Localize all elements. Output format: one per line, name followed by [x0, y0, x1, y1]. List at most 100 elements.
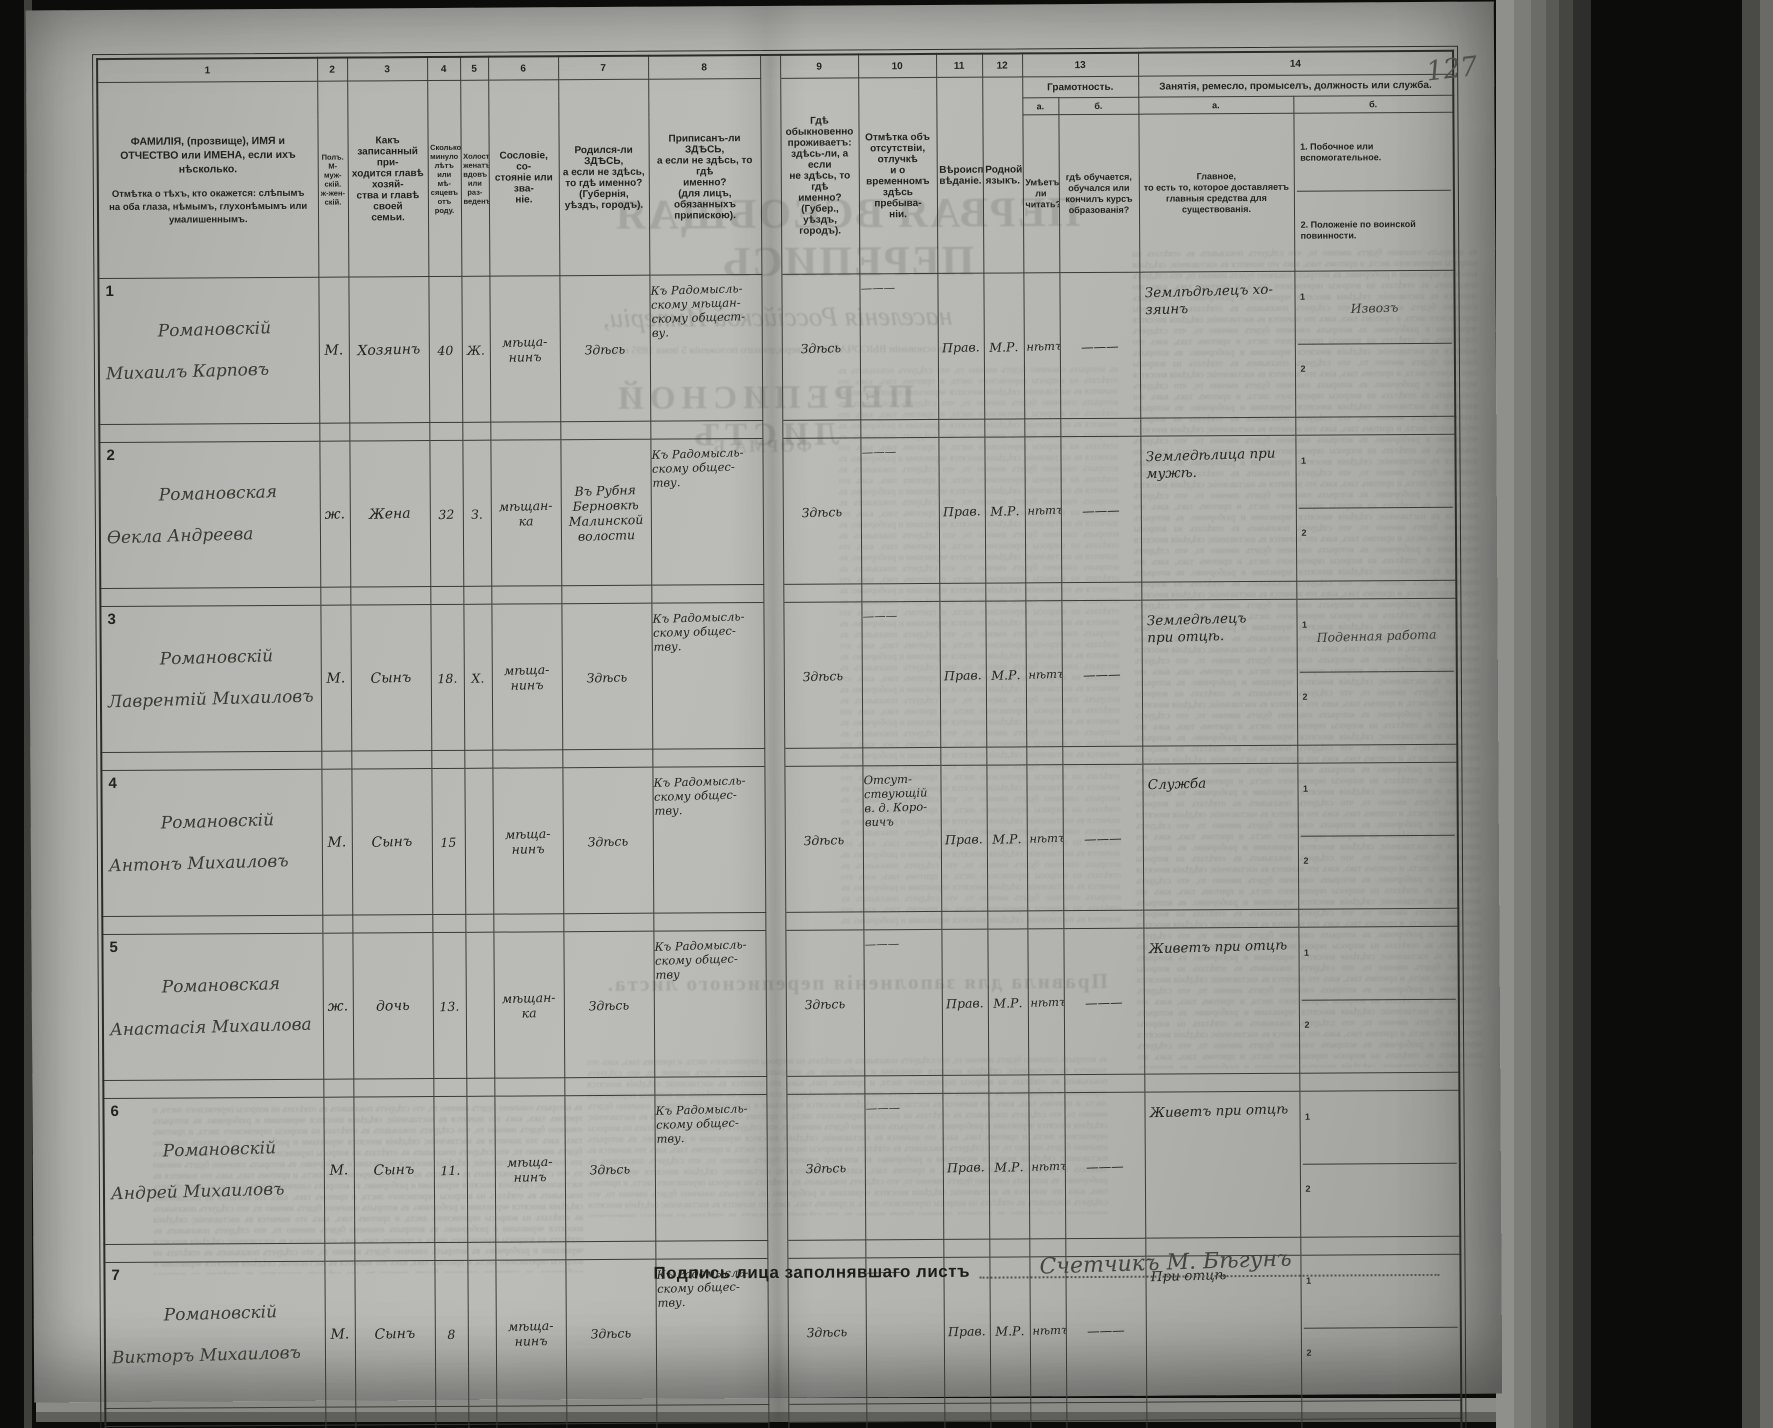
- occupation-side-1-value: Поденная работа: [1316, 626, 1437, 645]
- given-name-value: Антонъ Михаиловъ: [108, 851, 289, 877]
- sub-number-2: 2: [1304, 1019, 1310, 1030]
- cell-estate: мѣщан- ка: [488, 438, 563, 587]
- row-number: 1: [105, 282, 114, 301]
- col-header-14a-letter: а.: [1138, 96, 1294, 115]
- cell-registered: Къ Радомысль- скому мѣщан- скому общест-…: [647, 273, 764, 423]
- cell-occupation-main: Живетъ при отцѣ: [1142, 1089, 1302, 1240]
- col-number-13: 13: [1022, 52, 1139, 77]
- col-number-5: 5: [460, 56, 489, 81]
- cell-absence: ———: [861, 928, 944, 1077]
- col-header-occupation-side-2: 2. Положеніе по воинской повинности.: [1300, 219, 1416, 241]
- fold-gap: [765, 930, 787, 1077]
- cell-religion: Прав.: [937, 600, 988, 748]
- cell-relation: Хозяинъ: [346, 275, 431, 424]
- surname-value: Романовская: [161, 974, 281, 998]
- col-header-occupation-group: Занятія, ремесло, промыселъ, должность и…: [1138, 74, 1454, 98]
- surname-value: Романовскій: [159, 646, 274, 670]
- cell-registered: Къ Радомысль- скому общес- тву.: [652, 1093, 769, 1243]
- cell-name: 2 Романовская Ѳекла Андреева: [99, 441, 321, 589]
- cell-age: 8: [432, 1259, 470, 1407]
- signature-value: Счетчикъ М. Бѣгунъ: [1039, 1246, 1293, 1280]
- divider: [1302, 1162, 1457, 1165]
- cell-educated: ———: [1061, 927, 1146, 1076]
- col-header-13a-letter: а.: [1022, 97, 1059, 115]
- given-name-value: Викторъ Михаиловъ: [111, 1342, 302, 1369]
- cell-sex: М.: [316, 276, 351, 424]
- sub-number-2: 2: [1306, 1347, 1312, 1358]
- cell-name: 6 Романовскій Андрей Михаиловъ: [103, 1097, 325, 1245]
- cell-estate: мѣща- нинъ: [493, 1258, 568, 1407]
- col-number-12: 12: [982, 53, 1023, 78]
- page-edge: [1760, 0, 1773, 1428]
- cell-reads: нѣтъ: [1024, 764, 1065, 912]
- col-header-registered: Приписанъ-ли ЗДѢСЬ, а если не здѣсь, то …: [648, 78, 762, 276]
- fold-gap: [761, 274, 783, 421]
- col-header-name-main: ФАМИЛІЯ, (прозвище), ИМЯ и ОТЧЕСТВО или …: [120, 134, 296, 176]
- table-row-6: 6 Романовскій Андрей Михаиловъ М. Сынъ 1…: [103, 1089, 1461, 1245]
- page-edge: [36, 1412, 1496, 1422]
- col-header-literacy-group: Грамотность.: [1022, 76, 1139, 98]
- cell-educated: ———: [1062, 1091, 1147, 1240]
- col-header-relation: Какъ записанный при- ходится главѣ хозяй…: [347, 80, 429, 278]
- cell-sex: М.: [321, 1096, 356, 1244]
- cell-occupation-main: Землѣдѣлецъ хо- зяинъ: [1137, 269, 1297, 420]
- cell-estate: мѣща- нинъ: [487, 274, 562, 423]
- cell-reads: нѣтъ: [1021, 272, 1062, 420]
- row-number: 6: [110, 1102, 119, 1120]
- divider: [1301, 998, 1456, 1001]
- cell-marital: Х.: [461, 603, 494, 751]
- row-number: 5: [109, 938, 118, 957]
- cell-occupation-main: Живетъ при отцѣ: [1141, 925, 1301, 1076]
- col-number-14: 14: [1138, 50, 1454, 77]
- cell-relation: дочь: [350, 931, 435, 1080]
- cell-occupation-side: 1 2: [1301, 1418, 1463, 1428]
- cell-name: 4 Романовскій Антонъ Михаиловъ: [101, 769, 323, 917]
- cell-reads: нѣтъ: [1025, 928, 1066, 1076]
- occupation-side-1-value: Извозъ: [1350, 299, 1399, 316]
- cell-religion: Прав.: [939, 928, 990, 1076]
- cell-educated: ———: [1060, 763, 1145, 912]
- col-header-absence: Отмѣтка объ отсутствіи, отлучкѣ и о врем…: [858, 77, 938, 274]
- cell-relation: Жена: [347, 439, 432, 588]
- fold-gap: [766, 1094, 788, 1241]
- cell-occupation-main: Земледѣлица при мужѣ.: [1138, 433, 1298, 584]
- sub-number-1: 1: [1301, 455, 1307, 466]
- cell-estate: мѣща- нинъ: [490, 766, 565, 915]
- cell-resides: Здѣсь: [780, 437, 863, 586]
- cell-sex: М.: [319, 768, 354, 916]
- cell-reads: нѣтъ: [1026, 1092, 1067, 1240]
- page-edge: [1496, 0, 1514, 1428]
- cell-resides: Здѣсь: [784, 1093, 867, 1242]
- col-header-language: Родной языкъ.: [982, 76, 1024, 274]
- cell-occupation-side: 1 Извозъ 2: [1294, 270, 1456, 418]
- given-name-value: Ѳекла Андреева: [106, 524, 254, 549]
- cell-marital: Ж.: [459, 275, 492, 423]
- divider: [1299, 670, 1454, 673]
- cell-estate: мѣща- нинъ: [492, 1094, 567, 1243]
- col-number-6: 6: [488, 56, 559, 81]
- page-edge: [24, 0, 32, 1428]
- cell-name: 7 Романовскій Викторъ Михаиловъ: [104, 1261, 326, 1409]
- table-row-5: 5 Романовская Анастасія Михаилова ж. доч…: [102, 925, 1460, 1081]
- page-edge: [1546, 0, 1559, 1428]
- cell-name: 5 Романовская Анастасія Михаилова: [102, 933, 324, 1081]
- col-number-10: 10: [858, 53, 937, 78]
- cell-registered: Къ Радомысль- скому общес- тву.: [648, 437, 765, 587]
- cell-marital: З.: [460, 439, 493, 587]
- col-number-2: 2: [317, 57, 348, 82]
- cell-absence: ———: [862, 1092, 945, 1241]
- fold-gap: [760, 54, 781, 79]
- sub-number-1: 1: [1300, 291, 1306, 302]
- col-header-13b-letter: б.: [1058, 97, 1139, 115]
- col-header-14b-letter: б.: [1293, 95, 1454, 114]
- sub-number-2: 2: [1302, 691, 1308, 702]
- cell-relation: Сынъ: [352, 1259, 437, 1408]
- row-number: 4: [108, 774, 117, 793]
- cell-relation: Сынъ: [351, 1095, 436, 1244]
- cell-religion: Прав.: [942, 1420, 993, 1428]
- cell-resides: Здѣсь: [782, 765, 865, 914]
- cell-age: 5: [433, 1423, 471, 1428]
- cell-language: М.Р.: [983, 600, 1028, 748]
- cell-marital: [462, 767, 495, 915]
- page-edge: [1742, 0, 1760, 1428]
